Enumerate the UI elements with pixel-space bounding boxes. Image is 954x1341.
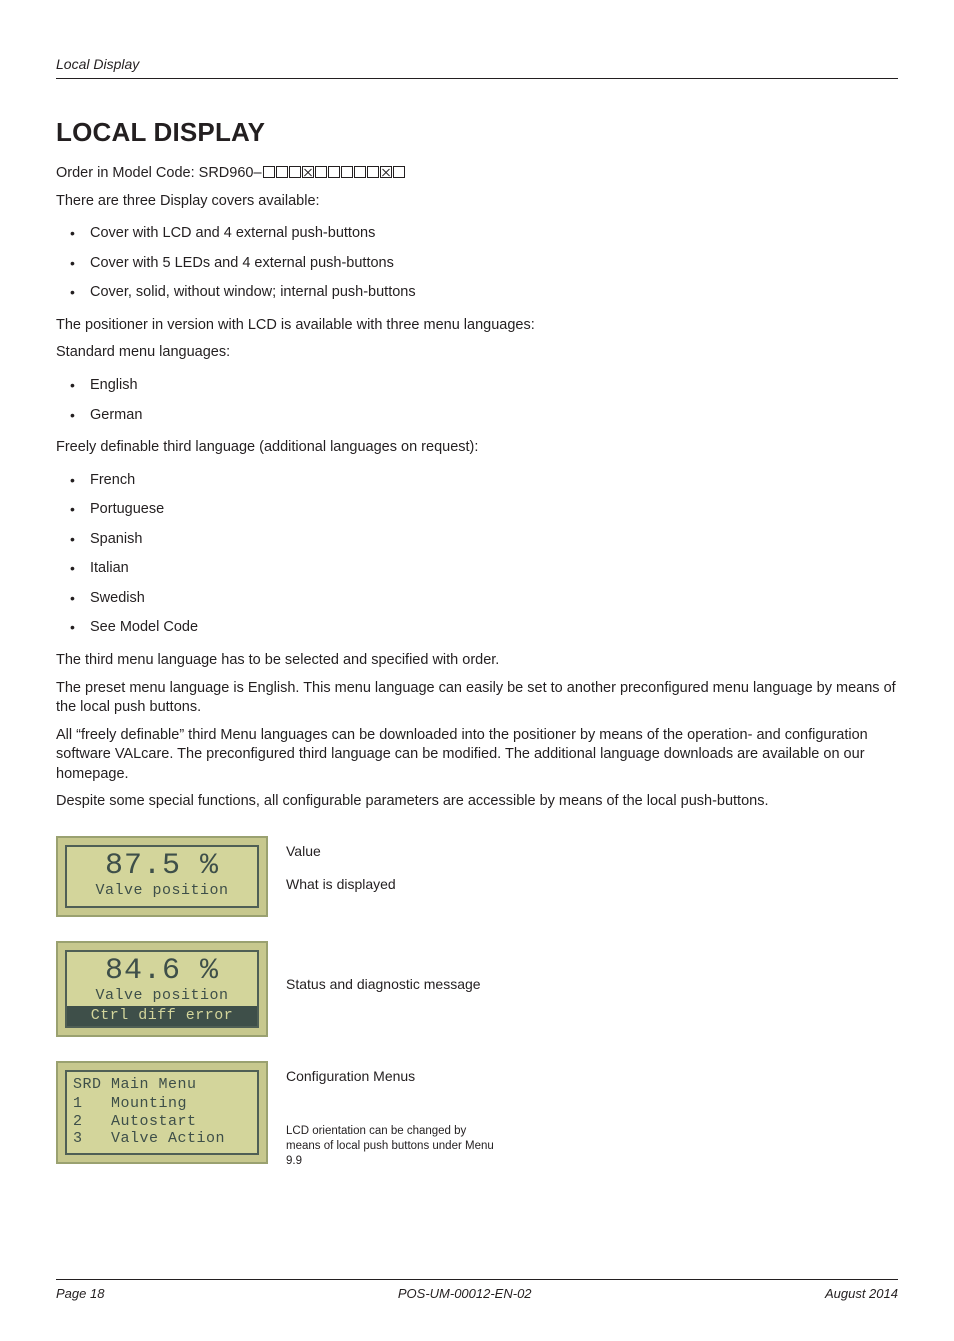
lcd-screen-2: 84.6 % Valve position Ctrl diff error (56, 941, 268, 1038)
lcd2-status: Ctrl diff error (67, 1006, 257, 1026)
running-header-text: Local Display (56, 56, 139, 72)
code-box-icon (393, 166, 405, 178)
list-item: English (56, 371, 898, 401)
running-header: Local Display (56, 56, 898, 79)
para-third-select: The third menu language has to be select… (56, 651, 898, 671)
code-box-icon (263, 166, 275, 178)
para-valcare: All “freely definable” third Menu langua… (56, 726, 898, 785)
footer-docid: POS-UM-00012-EN-02 (398, 1286, 532, 1301)
lcd-example-status: 84.6 % Valve position Ctrl diff error St… (56, 941, 898, 1038)
covers-intro: There are three Display covers available… (56, 192, 898, 212)
std-langs-list: EnglishGerman (56, 371, 898, 430)
footer-page: Page 18 (56, 1286, 104, 1301)
lcd1-caption-value: Value (286, 842, 396, 861)
lcd3-title: SRD Main Menu (73, 1076, 251, 1093)
code-box-icon (328, 166, 340, 178)
lcd2-caption: Status and diagnostic message (286, 975, 481, 994)
code-box-icon (367, 166, 379, 178)
lcd3-captions: Configuration Menus LCD orientation can … (286, 1061, 496, 1169)
para-preset: The preset menu language is English. Thi… (56, 679, 898, 718)
para-despite: Despite some special functions, all conf… (56, 792, 898, 812)
lcd3-note: LCD orientation can be changed by means … (286, 1124, 496, 1169)
page-footer: Page 18 POS-UM-00012-EN-02 August 2014 (56, 1279, 898, 1301)
third-lang-label: Freely definable third language (additio… (56, 438, 898, 458)
footer-date: August 2014 (825, 1286, 898, 1301)
lcd-example-menu: SRD Main Menu 1 Mounting2 Autostart3 Val… (56, 1061, 898, 1169)
lcd2-captions: Status and diagnostic message (286, 941, 481, 1008)
lcd3-caption: Configuration Menus (286, 1067, 496, 1086)
list-item: Spanish (56, 525, 898, 555)
lcd1-captions: Value What is displayed (286, 836, 396, 908)
list-item: Italian (56, 554, 898, 584)
code-box-icon (341, 166, 353, 178)
code-box-x-icon (380, 166, 392, 178)
code-box-x-icon (302, 166, 314, 178)
covers-list: Cover with LCD and 4 external push-butto… (56, 219, 898, 308)
section-title: LOCAL DISPLAY (56, 117, 898, 148)
lcd-langs-intro: The positioner in version with LCD is av… (56, 316, 898, 336)
list-item: Portuguese (56, 495, 898, 525)
code-box-icon (315, 166, 327, 178)
std-langs-label: Standard menu languages: (56, 343, 898, 363)
list-item: Cover with 5 LEDs and 4 external push-bu… (56, 249, 898, 279)
lcd1-value: 87.5 % (73, 851, 251, 883)
order-code-prefix: Order in Model Code: SRD960– (56, 165, 262, 181)
lcd-example-value: 87.5 % Valve position Value What is disp… (56, 836, 898, 917)
list-item: Swedish (56, 584, 898, 614)
order-code-line: Order in Model Code: SRD960– (56, 164, 898, 184)
lcd1-label: Valve position (73, 882, 251, 899)
lcd2-value: 84.6 % (73, 956, 251, 988)
lcd3-menu-item: 1 Mounting (73, 1095, 251, 1112)
lcd3-menu-item: 2 Autostart (73, 1113, 251, 1130)
lcd3-menu-item: 3 Valve Action (73, 1130, 251, 1147)
lcd1-caption-what: What is displayed (286, 875, 396, 894)
order-code-boxes (262, 165, 405, 181)
third-langs-list: FrenchPortugueseSpanishItalianSwedishSee… (56, 466, 898, 643)
list-item: See Model Code (56, 613, 898, 643)
list-item: German (56, 401, 898, 431)
list-item: Cover, solid, without window; internal p… (56, 278, 898, 308)
code-box-icon (354, 166, 366, 178)
lcd-screen-1: 87.5 % Valve position (56, 836, 268, 917)
lcd-screen-3: SRD Main Menu 1 Mounting2 Autostart3 Val… (56, 1061, 268, 1164)
code-box-icon (276, 166, 288, 178)
lcd2-label: Valve position (73, 987, 251, 1004)
list-item: French (56, 466, 898, 496)
code-box-icon (289, 166, 301, 178)
list-item: Cover with LCD and 4 external push-butto… (56, 219, 898, 249)
